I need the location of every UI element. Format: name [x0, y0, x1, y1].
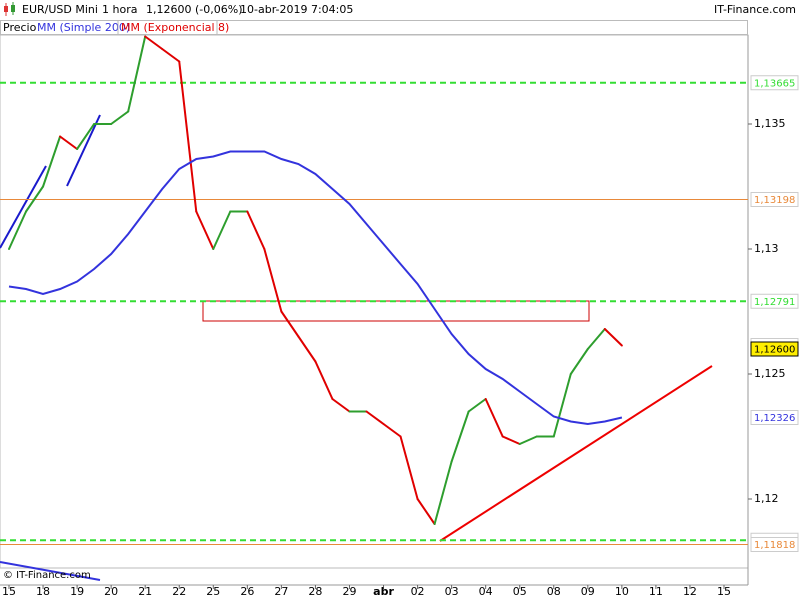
y-tick-label: 1,135 — [754, 117, 786, 130]
ema-segment — [25, 185, 45, 213]
x-tick-label: 02 — [411, 585, 425, 598]
x-tick-label: 18 — [36, 585, 50, 598]
ema-segment — [59, 135, 79, 150]
ema-segment — [501, 435, 521, 445]
legend: Precio MM (Simple 200) MM (Exponencial 8… — [0, 20, 748, 35]
ema-segment — [144, 35, 164, 50]
x-tick-label: 19 — [70, 585, 84, 598]
ema-segment — [195, 210, 215, 250]
trend-line — [0, 165, 47, 249]
level-label: 1,12326 — [754, 413, 795, 424]
x-tick-label: 28 — [308, 585, 322, 598]
x-tick-label: 20 — [104, 585, 118, 598]
ema-segment — [8, 210, 28, 250]
x-tick-label: 12 — [683, 585, 697, 598]
ema-segment — [212, 210, 232, 250]
ema-segment — [297, 335, 317, 363]
ema-segment — [569, 348, 589, 375]
x-tick-label: 29 — [342, 585, 356, 598]
price: 1,12600 (-0,06%) — [146, 3, 242, 16]
brand: IT-Finance.com — [714, 3, 796, 16]
y-tick-label: 1,13 — [754, 242, 779, 255]
level-label: 1,13665 — [754, 78, 795, 89]
ema-segment — [314, 360, 334, 400]
level-label: 1,12791 — [754, 297, 795, 308]
level-box — [750, 75, 799, 91]
prior-average — [0, 561, 101, 581]
x-tick-label: 09 — [581, 585, 595, 598]
y-tick-label: 1,125 — [754, 367, 786, 380]
candle-icon — [4, 2, 15, 16]
x-tick-label: 08 — [547, 585, 561, 598]
legend-item: MM (Exponencial 8) — [121, 21, 229, 34]
ema-segment — [110, 110, 130, 125]
ema-segment — [178, 60, 198, 213]
x-tick-label: 03 — [445, 585, 459, 598]
x-tick-label: 05 — [513, 585, 527, 598]
sma-line — [8, 150, 623, 426]
level-box — [750, 341, 799, 357]
x-tick-label: 15 — [717, 585, 731, 598]
footer: © IT-Finance.com — [3, 570, 91, 581]
x-tick-label: 27 — [274, 585, 288, 598]
ema-segment — [603, 328, 623, 347]
level-box — [750, 192, 799, 207]
datetime: 10-abr-2019 7:04:05 — [240, 3, 353, 16]
ema-segment — [552, 373, 572, 438]
x-tick-label: 10 — [615, 585, 629, 598]
y-tick-label: 1,12 — [754, 492, 779, 505]
ema-segment — [42, 135, 62, 188]
ema-segment — [246, 210, 266, 250]
ema-segment — [416, 498, 436, 525]
trend-line — [439, 365, 713, 542]
ema-segment — [127, 35, 147, 113]
ema-segment — [331, 398, 351, 413]
ema-segment — [484, 398, 504, 438]
legend-item: MM (Simple 200) — [37, 21, 130, 34]
level-label: 1,12600 — [754, 345, 795, 356]
ema-segment — [399, 435, 419, 500]
ema-segment — [467, 398, 487, 413]
symbol: EUR/USD Mini — [22, 3, 98, 16]
ema-segment — [518, 435, 538, 445]
x-tick-label: 21 — [138, 585, 152, 598]
level-label: 1,13198 — [754, 195, 795, 206]
level-box — [750, 293, 799, 309]
ema-segment — [263, 248, 283, 313]
ema-segment — [382, 423, 402, 438]
level-label: 1,11818 — [754, 540, 795, 551]
level-box — [750, 410, 799, 425]
x-tick-label: 22 — [172, 585, 186, 598]
ema-segment — [365, 410, 385, 425]
legend-item: Precio — [3, 21, 37, 34]
x-tick-label: 04 — [479, 585, 493, 598]
x-tick-label: 25 — [206, 585, 220, 598]
ema-segment — [280, 310, 300, 338]
ema-segment — [76, 123, 96, 150]
ema-segment — [161, 48, 181, 63]
x-tick-label: 15 — [2, 585, 16, 598]
period: 1 hora — [102, 3, 137, 16]
ema-segment — [450, 410, 470, 463]
x-tick-label: 11 — [649, 585, 663, 598]
ema-segment — [586, 328, 606, 350]
trend-line — [66, 114, 101, 187]
level-box — [750, 537, 799, 552]
x-tick-label: 26 — [240, 585, 254, 598]
x-tick-label: abr — [373, 585, 394, 598]
ema-segment — [433, 460, 453, 525]
